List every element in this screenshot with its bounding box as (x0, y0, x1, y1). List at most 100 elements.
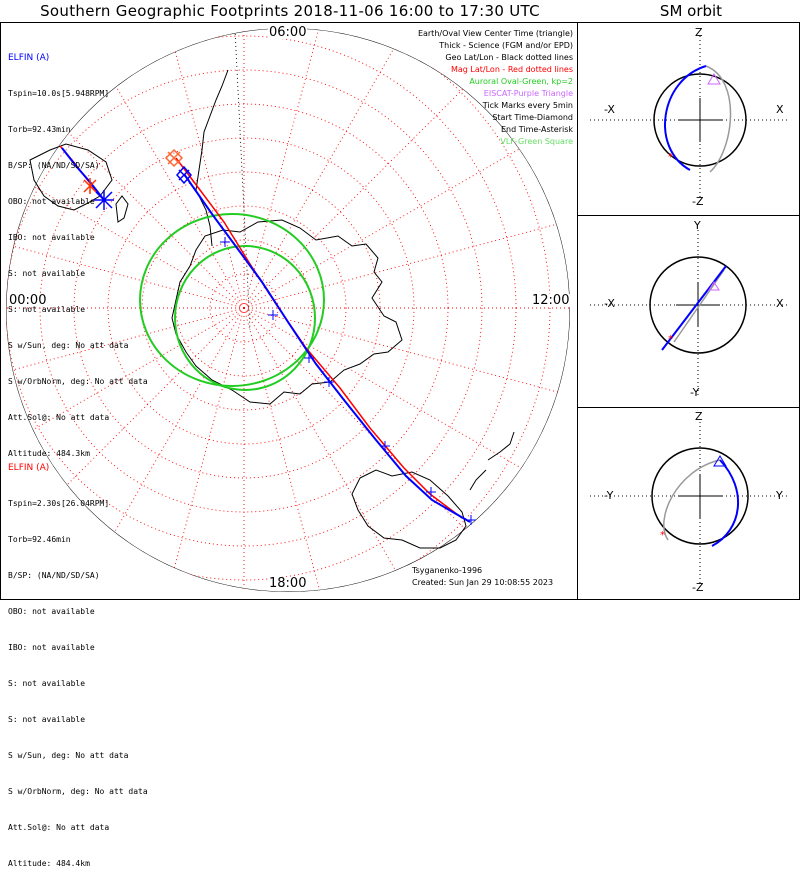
coastlines (29, 69, 515, 549)
hour-label-top: 06:00 (268, 25, 308, 40)
south-america-coast (195, 69, 229, 191)
mag-lat-ring (141, 205, 347, 411)
panel1-right-label: X (776, 103, 784, 116)
madagascar (115, 195, 129, 223)
sm-orbit-yz-start (713, 455, 727, 467)
info-b-line: Tspin=2.30s[26.04RPM] (8, 499, 110, 508)
mag-lat-ring (6, 28, 551, 592)
mag-lat-ring (73, 137, 415, 479)
track-blue (61, 147, 471, 523)
panel3-right-label: Y (776, 489, 783, 502)
sm-orbit-xy-near (661, 265, 727, 351)
legend-item: Tick Marks every 5min (482, 101, 573, 110)
auroral-oval (139, 213, 325, 391)
info-b-line: Altitude: 484.4km (8, 859, 90, 868)
panel3-top-label: Z (695, 410, 703, 423)
map-legend: Earth/Oval View Center Time (triangle) T… (418, 28, 573, 148)
info-a-line: S: not available (8, 269, 86, 278)
legend-item: Geo Lat/Lon - Black dotted lines (445, 53, 573, 62)
info-b-line: OBO: not available (8, 607, 95, 616)
legend-item: Mag Lat/Lon - Red dotted lines (450, 65, 573, 74)
page-title: Southern Geographic Footprints 2018-11-0… (40, 2, 540, 20)
sm-panel-xz: * (590, 36, 790, 206)
legend-item: End Time-Asterisk (500, 125, 573, 134)
info-b-line: Att.Sol@: No att data (8, 823, 110, 832)
panel2-left-label: -X (604, 297, 615, 310)
mag-lon-line (243, 307, 354, 592)
mag-lat-ring (6, 69, 483, 547)
info-a-line: Att.Sol@: No att data (8, 413, 110, 422)
panel2-bottom-label: -Y (690, 386, 700, 399)
sm-orbit-xy-start (708, 281, 720, 291)
sm-panel-yz: * (590, 422, 790, 590)
info-a-line: B/SP: (NA/ND/SD/SA) (8, 161, 100, 170)
auroral-oval-outer (139, 213, 325, 387)
mag-lon-line (134, 307, 245, 592)
panel1-bottom-label: -Z (692, 195, 704, 208)
info-a-line: IBO: not available (8, 233, 95, 242)
start-diamonds (164, 148, 192, 185)
antarctica-coast (171, 219, 403, 405)
sm-orbit-title: SM orbit (659, 2, 723, 20)
map-footer: Tsyganenko-1996 Created: Sun Jan 29 10:0… (412, 565, 553, 589)
footprint-tracks (59, 145, 471, 523)
info-a-line: OBO: not available (8, 197, 95, 206)
info-a-line: S w/Sun, deg: No att data (8, 341, 129, 350)
panel1-top-label: Z (695, 26, 703, 39)
info-a-name: ELFIN (A) (8, 53, 50, 63)
info-block-b: ELFIN (A) Tspin=2.30s[26.04RPM] Torb=92.… (8, 438, 148, 882)
panel3-left-label: -Y (604, 489, 614, 502)
sm-panel-xy: * (590, 230, 790, 396)
sm-orbit-xy-far (673, 269, 725, 343)
mag-lon-line (243, 307, 570, 418)
info-a-line: Altitude: 484.3km (8, 449, 90, 458)
legend-item: Start Time-Diamond (492, 113, 573, 122)
info-b-line: IBO: not available (8, 643, 95, 652)
hour-label-left: 00:00 (8, 293, 48, 308)
sm-orbit-xz-far (705, 65, 732, 173)
start-diamond-red (164, 148, 184, 168)
sm-orbit-xz-near (664, 65, 707, 171)
geo-lon-line (234, 29, 251, 331)
legend-item: Earth/Oval View Center Time (triangle) (417, 29, 573, 38)
footprint-map: * * * (6, 28, 790, 592)
info-b-line: Torb=92.46min (8, 535, 71, 544)
sm-orbit-yz-far (663, 459, 721, 541)
mag-latlon-grid (6, 28, 570, 592)
svg-text:*: * (668, 334, 673, 345)
info-b-line: S w/OrbNorm, deg: No att data (8, 787, 148, 796)
end-asterisk-red (83, 178, 97, 194)
legend-item: Thick - Science (FGM and/or EPD) (439, 41, 573, 50)
hour-label-right: 12:00 (531, 293, 571, 308)
info-b-line: B/SP: (NA/ND/SD/SA) (8, 571, 100, 580)
info-a-line: S: not available (8, 305, 86, 314)
mag-lon-line (243, 28, 354, 309)
legend-item: VLF-Green Square (500, 137, 573, 146)
sm-orbit-xz-start (707, 73, 721, 85)
svg-text:*: * (668, 152, 673, 163)
legend-item: EISCAT-Purple Triangle (483, 89, 573, 98)
mag-lon-line (243, 307, 455, 592)
australia-coast (351, 469, 467, 549)
sm-orbit-yz-near (711, 459, 740, 547)
info-b-name: ELFIN (A) (8, 463, 50, 473)
panel1-left-label: -X (604, 103, 615, 116)
track-tick-marks (220, 237, 476, 525)
new-zealand (469, 431, 515, 491)
model-label: Tsyganenko-1996 (412, 566, 483, 575)
info-a-line: S w/OrbNorm, deg: No att data (8, 377, 148, 386)
end-asterisks (83, 178, 114, 210)
info-b-line: S w/Sun, deg: No att data (8, 751, 129, 760)
auroral-oval-inner (174, 245, 316, 391)
svg-text:*: * (660, 530, 665, 541)
mag-lon-line (243, 198, 570, 309)
info-b-line: S: not available (8, 715, 86, 724)
info-a-line: Torb=92.43min (8, 125, 71, 134)
panel2-right-label: X (776, 297, 784, 310)
start-diamond-blue (176, 165, 192, 185)
info-b-line: S: not available (8, 679, 86, 688)
info-block-a: ELFIN (A) Tspin=10.0s[5.948RPM] Torb=92.… (8, 28, 148, 472)
legend-item: Auroral Oval-Green, kp=2 (469, 77, 573, 86)
info-a-line: Tspin=10.0s[5.948RPM] (8, 89, 110, 98)
hour-label-bottom: 18:00 (268, 576, 308, 591)
